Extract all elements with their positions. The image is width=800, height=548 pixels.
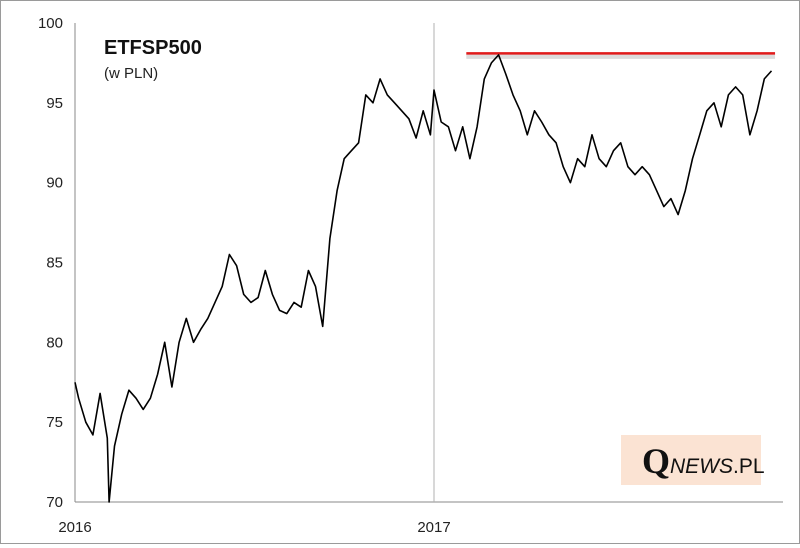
chart-subtitle: (w PLN)	[104, 65, 158, 82]
logo-q-letter: Q	[642, 441, 670, 481]
axes	[74, 23, 783, 503]
chart-title: ETFSP500	[104, 37, 202, 59]
y-tick-label: 95	[46, 95, 63, 112]
logo-pl-text: .PL	[733, 455, 765, 478]
y-tick-labels: 70 75 80 85 90 95 100	[38, 15, 63, 511]
y-tick-label: 85	[46, 255, 63, 272]
qnews-logo: QNEWS.PL	[621, 435, 765, 485]
y-tick-label: 70	[46, 494, 63, 511]
y-tick-label: 100	[38, 15, 63, 32]
y-tick-label: 80	[46, 334, 63, 351]
logo-news-text: NEWS	[670, 455, 733, 478]
svg-text:QNEWS.PL: QNEWS.PL	[642, 441, 765, 481]
series-line-etfsp500	[74, 54, 773, 503]
y-tick-label: 90	[46, 175, 63, 192]
x-tick-labels: 2016 2017	[58, 519, 450, 536]
x-tick-label: 2016	[58, 519, 91, 536]
logo-box	[621, 435, 761, 485]
y-tick-label: 75	[46, 414, 63, 431]
x-tick-label: 2017	[417, 519, 450, 536]
reference-line-group	[466, 52, 776, 59]
